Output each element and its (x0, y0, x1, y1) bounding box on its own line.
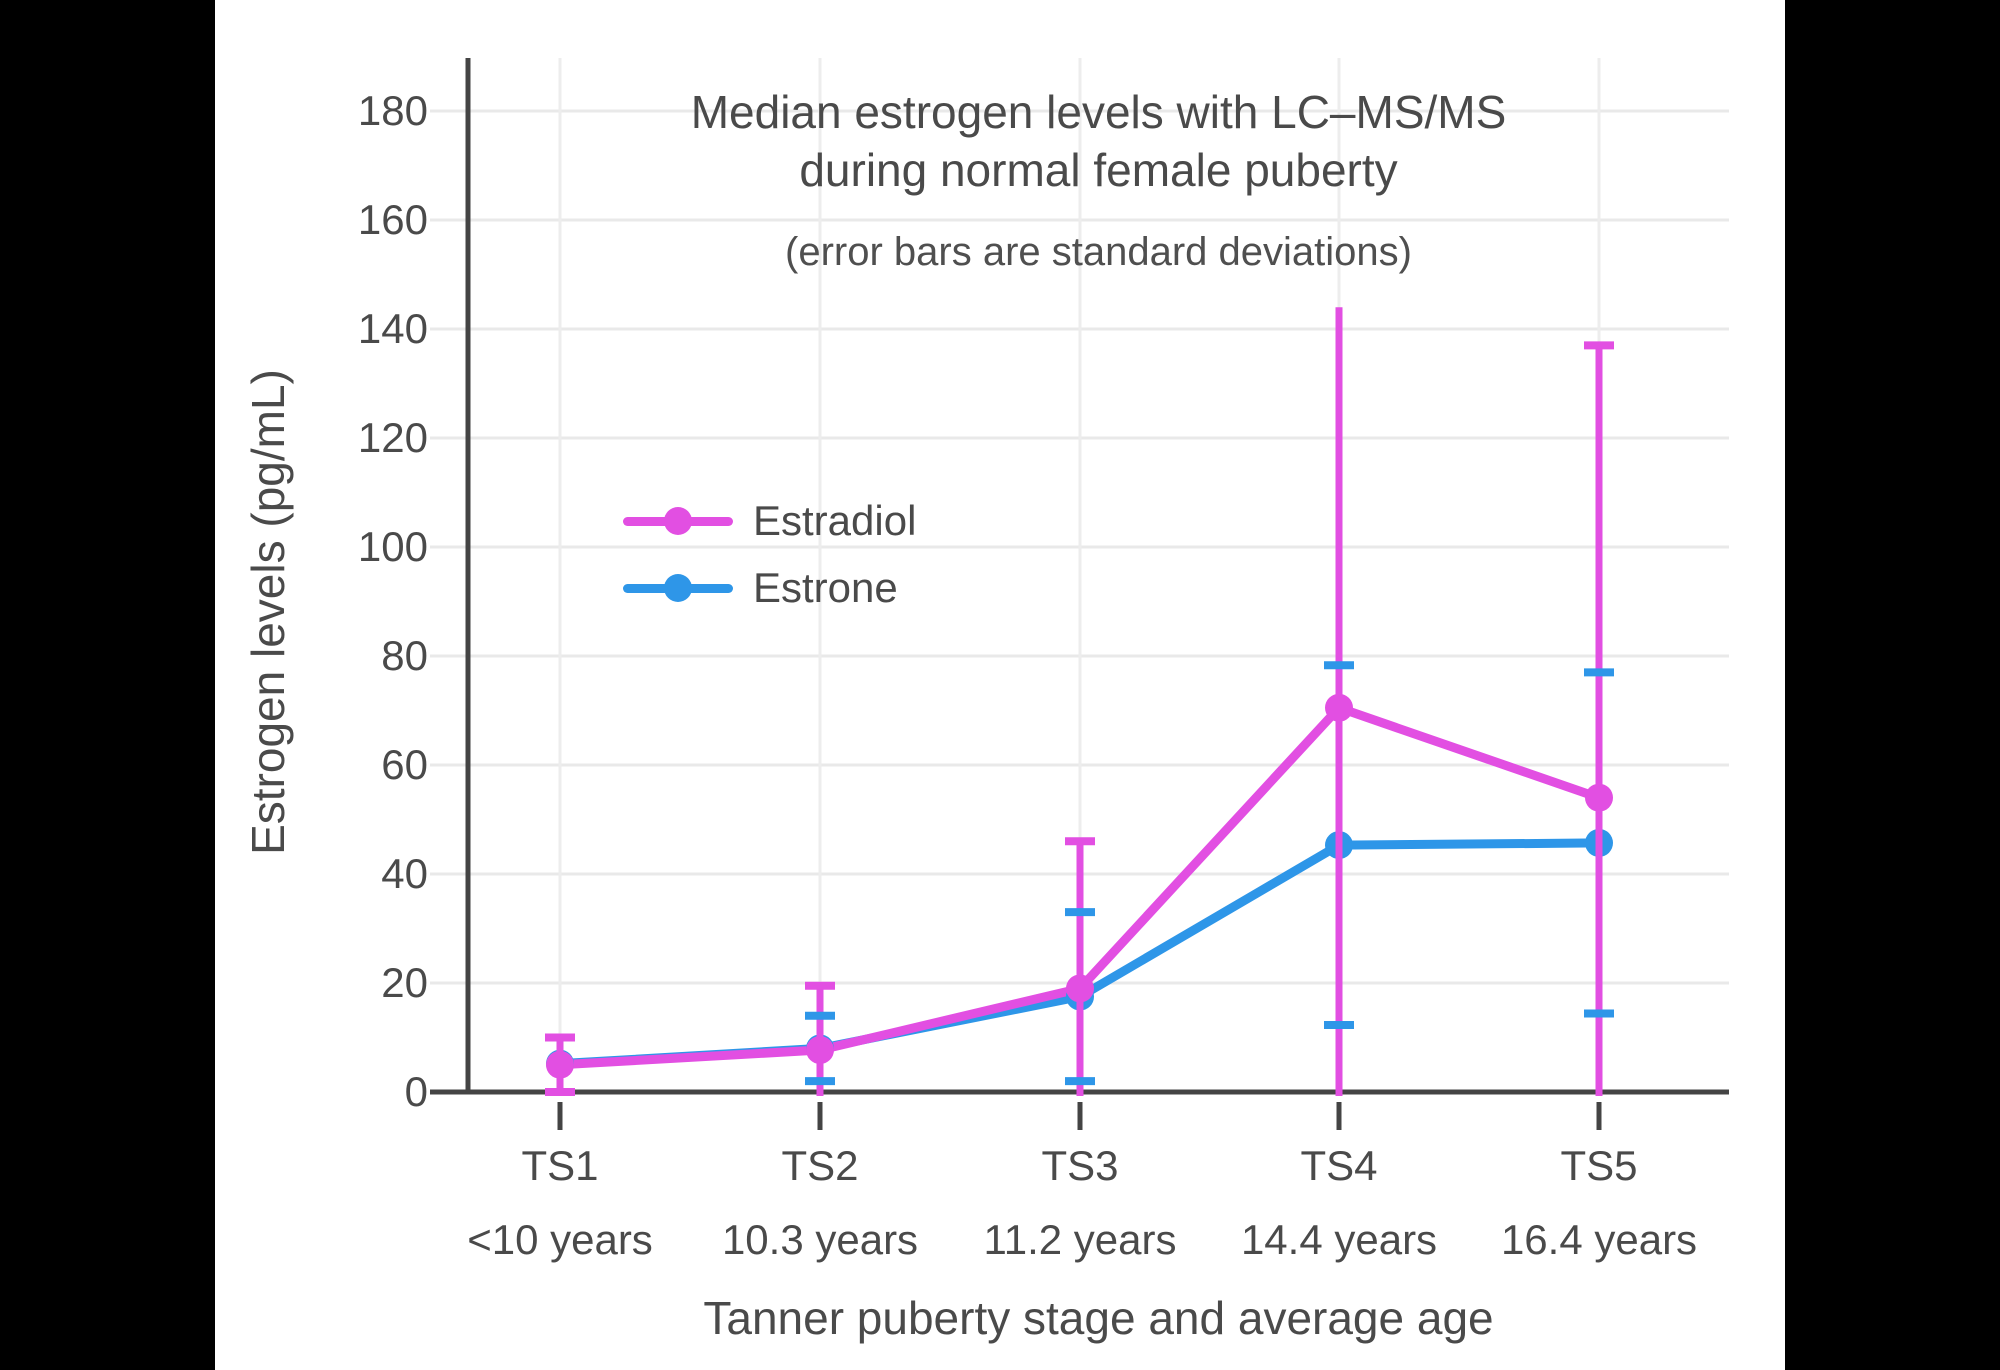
y-tick-label: 80 (381, 632, 428, 679)
y-tick-label: 20 (381, 959, 428, 1006)
estrone-marker-dot (664, 574, 692, 602)
x-category-label: TS5 (1560, 1142, 1638, 1189)
y-tick-label: 0 (404, 1068, 428, 1115)
y-tick-label: 100 (357, 523, 428, 570)
legend-label-estradiol: Estradiol (753, 497, 917, 544)
x-age-label: 14.4 years (1240, 1216, 1438, 1263)
x-axis-title: Tanner puberty stage and average age (703, 1292, 1494, 1344)
legend-item-estradiol: Estradiol (623, 493, 916, 549)
letterbox-left (0, 0, 215, 1370)
x-age-label: 10.3 years (721, 1216, 919, 1263)
x-category-label: TS2 (781, 1142, 859, 1189)
y-tick-label: 60 (381, 741, 428, 788)
x-age-label: <10 years (467, 1216, 653, 1263)
legend-label-estrone: Estrone (753, 564, 898, 611)
chart-subtitle: (error bars are standard deviations) (785, 230, 1412, 274)
chart-panel (215, 0, 1785, 1370)
x-category-label: TS3 (1041, 1142, 1119, 1189)
chart-title-line1: Median estrogen levels with LC–MS/MS (690, 86, 1507, 138)
y-tick-label: 40 (381, 850, 428, 897)
x-age-label: 16.4 years (1500, 1216, 1698, 1263)
y-tick-label: 160 (357, 196, 428, 243)
legend-item-estrone: Estrone (623, 560, 898, 616)
y-tick-label: 120 (357, 414, 428, 461)
estrone-line-swatch (623, 574, 733, 602)
y-tick-label: 140 (357, 305, 428, 352)
x-category-label: TS4 (1300, 1142, 1378, 1189)
letterbox-right (1785, 0, 2000, 1370)
estradiol-line-swatch (623, 507, 733, 535)
chart-title-line2: during normal female puberty (799, 144, 1398, 196)
estradiol-marker-dot (664, 507, 692, 535)
y-tick-label: 180 (357, 87, 428, 134)
x-age-label: 11.2 years (983, 1216, 1177, 1263)
x-category-label: TS1 (521, 1142, 599, 1189)
